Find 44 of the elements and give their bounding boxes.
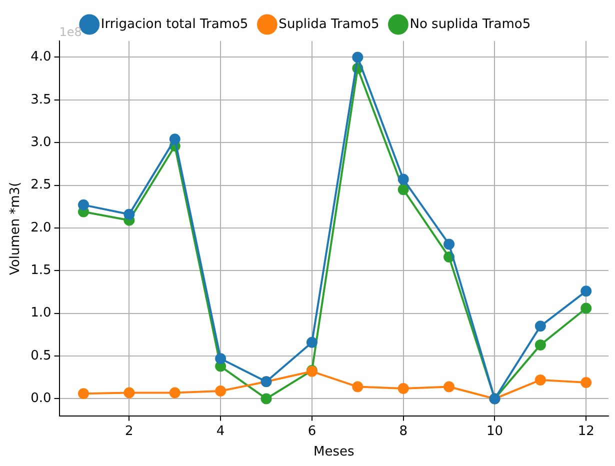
x-tick-label: 6 xyxy=(308,424,316,439)
point xyxy=(580,286,592,297)
y-tick-label: 1.5 xyxy=(30,263,52,278)
point xyxy=(398,382,409,394)
point xyxy=(534,339,546,350)
point xyxy=(444,238,455,250)
point xyxy=(580,377,592,388)
legend-label: No suplida Tramo5 xyxy=(410,16,531,32)
point xyxy=(215,353,226,364)
legend-label: Irrigacion total Tramo5 xyxy=(100,16,248,32)
y-tick-label: 0.0 xyxy=(30,391,52,406)
point xyxy=(398,174,409,185)
point xyxy=(78,199,89,210)
y-tick-label: 2.0 xyxy=(30,220,52,236)
y-tick-label: 1.0 xyxy=(30,306,52,321)
point xyxy=(78,388,89,400)
text: 1e8 xyxy=(59,25,82,40)
point xyxy=(306,336,318,348)
y-axis-title: Volumen *m3( xyxy=(8,182,24,276)
point xyxy=(260,393,272,404)
point xyxy=(580,302,592,314)
point xyxy=(352,52,364,63)
point xyxy=(352,381,364,392)
y-tick-label: 3.5 xyxy=(30,92,52,108)
point xyxy=(215,386,226,397)
point xyxy=(169,387,180,398)
x-tick-label: 10 xyxy=(486,424,503,439)
y-tick-label: 3.0 xyxy=(30,134,52,150)
point xyxy=(169,134,180,145)
point xyxy=(398,184,409,196)
y-tick-label: 0.5 xyxy=(30,348,52,364)
y-tick-label: 4.0 xyxy=(30,50,52,65)
point xyxy=(124,208,135,220)
x-tick-label: 12 xyxy=(578,424,594,439)
x-tick-label: 2 xyxy=(125,424,134,439)
x-axis-title: Meses xyxy=(314,444,354,460)
x-tick-label: 8 xyxy=(399,424,408,439)
y-tick-label: 2.5 xyxy=(30,178,52,193)
legend-label: Suplida Tramo5 xyxy=(278,16,380,32)
point xyxy=(444,381,455,392)
point xyxy=(534,320,546,332)
point xyxy=(534,374,546,386)
x-tick-label: 4 xyxy=(216,424,225,439)
point xyxy=(124,387,135,398)
